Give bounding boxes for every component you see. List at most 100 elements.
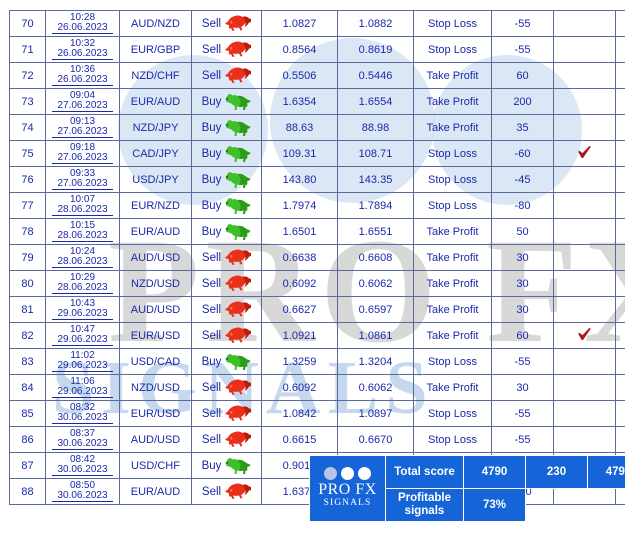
row-direction: Sell [191, 426, 262, 453]
row-close-price: 0.6670 [337, 426, 414, 453]
row-extra-check [553, 192, 616, 219]
table-row[interactable]: 84 11:06 29.06.2023 NZD/USD Sell 0.6092 0.6062… [9, 374, 625, 401]
row-extra-check [553, 374, 616, 401]
red-bear-icon [225, 249, 252, 266]
red-bear-icon [225, 483, 252, 500]
table-row[interactable]: 81 10:43 29.06.2023 AUD/USD Sell 0.6627 0.6597… [9, 296, 625, 323]
row-date: 29.06.2023 [52, 386, 113, 399]
row-direction: Sell [191, 322, 262, 349]
row-pair: AUD/NZD [119, 10, 192, 37]
row-open-price: 0.6638 [261, 244, 338, 271]
row-close-price: 0.8619 [337, 36, 414, 63]
table-row[interactable]: 73 09:04 27.06.2023 EUR/AUD Buy 1.6354 1.6554 T… [9, 88, 625, 115]
row-open-price: 0.6092 [261, 270, 338, 297]
row-date: 26.06.2023 [52, 22, 113, 35]
table-row[interactable]: 80 10:29 28.06.2023 NZD/USD Sell 0.6092 0.6062… [9, 270, 625, 297]
row-extra-check [553, 140, 616, 167]
row-direction-label: Sell [201, 329, 222, 342]
row-direction-label: Sell [201, 43, 222, 56]
row-id: 71 [9, 36, 46, 63]
row-extra-check [553, 426, 616, 453]
logo-dots [310, 467, 385, 481]
table-row[interactable]: 76 09:33 27.06.2023 USD/JPY Buy 143.80 143.35 S… [9, 166, 625, 193]
row-timestamp: 10:07 28.06.2023 [45, 192, 120, 219]
row-timestamp: 10:43 29.06.2023 [45, 296, 120, 323]
logo-dot-3-icon [358, 467, 371, 481]
row-timestamp: 11:06 29.06.2023 [45, 374, 120, 401]
table-row[interactable]: 83 11:02 29.06.2023 USD/CAD Buy 1.3259 1.3204 S… [9, 348, 625, 375]
row-direction-label: Sell [201, 381, 222, 394]
row-time: 08:32 [69, 401, 96, 413]
row-result: Stop Loss [413, 166, 492, 193]
row-direction: Sell [191, 478, 262, 505]
row-timestamp: 10:28 26.06.2023 [45, 10, 120, 37]
row-date: 30.06.2023 [52, 412, 113, 425]
row-extra-check [553, 270, 616, 297]
row-points: 60 [491, 322, 554, 349]
red-bear-icon [225, 405, 252, 422]
row-timestamp: 10:47 29.06.2023 [45, 322, 120, 349]
row-open-price: 0.6092 [261, 374, 338, 401]
row-points: 200 [491, 88, 554, 115]
table-row[interactable]: 79 10:24 28.06.2023 AUD/USD Sell 0.6638 0.6608… [9, 244, 625, 271]
row-pair: NZD/JPY [119, 114, 192, 141]
row-id: 77 [9, 192, 46, 219]
row-direction: Buy [191, 452, 262, 479]
row-date: 28.06.2023 [52, 204, 113, 217]
row-confirmed-check [615, 62, 625, 89]
row-id: 72 [9, 62, 46, 89]
row-confirmed-check [615, 218, 625, 245]
table-row[interactable]: 78 10:15 28.06.2023 EUR/AUD Buy 1.6501 1.6551 T… [9, 218, 625, 245]
row-id: 73 [9, 88, 46, 115]
table-row[interactable]: 72 10:36 26.06.2023 NZD/CHF Sell 0.5506 0.5446… [9, 62, 625, 89]
table-row[interactable]: 75 09:18 27.06.2023 CAD/JPY Buy 109.31 108.71 S… [9, 140, 625, 167]
row-pair: AUD/USD [119, 426, 192, 453]
row-date: 27.06.2023 [52, 100, 113, 113]
row-time: 10:36 [69, 63, 96, 75]
table-row[interactable]: 82 10:47 29.06.2023 EUR/USD Sell 1.0921 1.0861… [9, 322, 625, 349]
row-direction-label: Sell [201, 251, 222, 264]
table-row[interactable]: 85 08:32 30.06.2023 EUR/USD Sell 1.0842 1.0897… [9, 400, 625, 427]
row-id: 81 [9, 296, 46, 323]
row-date: 26.06.2023 [52, 48, 113, 61]
row-date: 30.06.2023 [52, 464, 113, 477]
red-bear-icon [225, 301, 252, 318]
row-time: 08:37 [69, 427, 96, 439]
row-confirmed-check [615, 166, 625, 193]
row-time: 08:50 [69, 479, 96, 491]
table-row[interactable]: 71 10:32 26.06.2023 EUR/GBP Sell 0.8564 0.8619… [9, 36, 625, 63]
red-bear-icon [225, 431, 252, 448]
row-close-price: 1.3204 [337, 348, 414, 375]
row-id: 82 [9, 322, 46, 349]
row-pair: EUR/NZD [119, 192, 192, 219]
row-timestamp: 10:32 26.06.2023 [45, 36, 120, 63]
row-time: 11:02 [70, 349, 95, 361]
row-result: Stop Loss [413, 400, 492, 427]
row-result: Take Profit [413, 114, 492, 141]
row-direction-label: Sell [201, 277, 222, 290]
red-bear-icon [225, 41, 252, 58]
row-open-price: 0.5506 [261, 62, 338, 89]
row-direction-label: Buy [201, 147, 222, 160]
row-close-price: 1.7894 [337, 192, 414, 219]
table-row[interactable]: 86 08:37 30.06.2023 AUD/USD Sell 0.6615 0.6670… [9, 426, 625, 453]
table-row[interactable]: 74 09:13 27.06.2023 NZD/JPY Buy 88.63 88.98 Tak… [9, 114, 625, 141]
row-time: 10:28 [69, 11, 96, 23]
row-confirmed-check [615, 296, 625, 323]
row-id: 76 [9, 166, 46, 193]
row-direction-label: Sell [201, 17, 222, 30]
summary-spacer-2 [588, 489, 625, 522]
row-points: 35 [491, 114, 554, 141]
green-bull-icon [225, 171, 251, 188]
table-row[interactable]: 77 10:07 28.06.2023 EUR/NZD Buy 1.7974 1.7894 S… [9, 192, 625, 219]
row-result: Take Profit [413, 270, 492, 297]
row-points: -60 [491, 140, 554, 167]
row-confirmed-check [615, 88, 625, 115]
row-direction-label: Buy [201, 173, 222, 186]
row-timestamp: 10:36 26.06.2023 [45, 62, 120, 89]
table-row[interactable]: 70 10:28 26.06.2023 AUD/NZD Sell 1.0827 1.0882… [9, 10, 625, 37]
row-time: 10:15 [69, 219, 96, 231]
row-points: 30 [491, 374, 554, 401]
row-open-price: 0.6627 [261, 296, 338, 323]
row-pair: EUR/USD [119, 400, 192, 427]
